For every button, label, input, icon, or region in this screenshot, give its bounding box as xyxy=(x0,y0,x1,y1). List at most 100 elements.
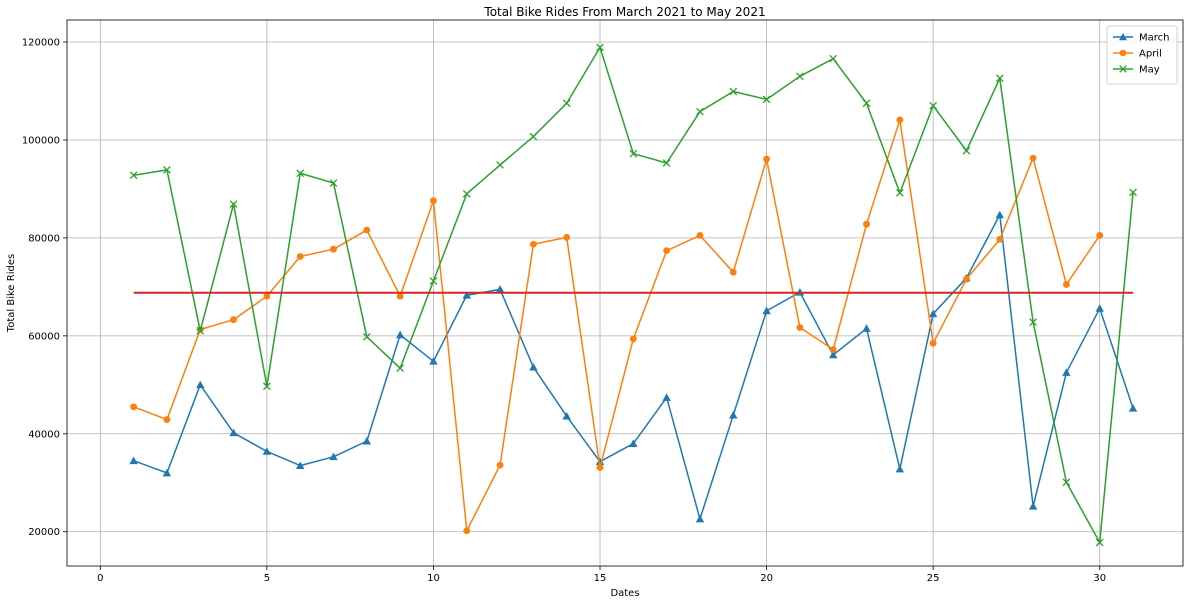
data-point-march xyxy=(196,380,205,389)
y-axis-label: Total Bike Rides xyxy=(6,254,17,333)
data-point-may xyxy=(696,107,704,116)
y-tick-label: 60000 xyxy=(28,331,60,342)
data-point-may xyxy=(962,146,971,155)
data-point-april xyxy=(829,346,837,353)
data-point-may xyxy=(1062,478,1071,487)
data-point-march xyxy=(129,456,138,465)
data-point-april xyxy=(796,324,804,331)
legend-label-april: April xyxy=(1139,49,1162,60)
data-point-april xyxy=(496,461,504,469)
data-point-april xyxy=(596,464,604,471)
y-tick-label: 120000 xyxy=(22,38,60,49)
data-point-april xyxy=(629,335,637,343)
data-point-april xyxy=(1063,281,1070,288)
x-axis-label: Dates xyxy=(610,588,639,599)
data-point-april xyxy=(230,316,237,324)
data-point-april xyxy=(663,247,671,255)
data-point-march xyxy=(562,411,571,420)
data-point-may xyxy=(329,179,338,187)
y-tick-label: 100000 xyxy=(22,135,60,146)
data-point-march xyxy=(662,393,671,401)
data-point-may xyxy=(895,188,904,197)
legend: March April May xyxy=(1106,25,1178,85)
data-point-march xyxy=(1128,404,1138,412)
data-point-may xyxy=(1029,318,1037,326)
data-point-may xyxy=(729,87,738,96)
data-point-april xyxy=(763,155,770,163)
data-point-april xyxy=(929,339,937,347)
legend-label-march: March xyxy=(1139,33,1169,44)
data-point-april xyxy=(163,416,171,423)
data-point-march xyxy=(362,436,372,445)
data-point-may xyxy=(196,327,205,335)
data-point-may xyxy=(129,171,138,180)
data-point-march xyxy=(429,357,438,365)
data-point-may xyxy=(596,43,604,52)
data-point-april xyxy=(130,403,138,411)
data-point-march xyxy=(295,461,305,469)
data-point-april xyxy=(696,232,704,239)
data-point-april xyxy=(263,292,271,300)
data-point-march xyxy=(928,309,938,318)
data-point-april xyxy=(396,292,404,300)
data-point-march xyxy=(262,447,272,455)
data-point-april xyxy=(996,235,1004,243)
data-point-may xyxy=(163,165,171,174)
data-point-march xyxy=(495,285,505,293)
data-point-march xyxy=(229,428,238,437)
x-tick-label: 15 xyxy=(594,573,607,584)
data-point-may xyxy=(1129,188,1137,197)
data-point-april xyxy=(529,240,537,248)
data-point-may xyxy=(462,189,471,198)
y-tick-label: 80000 xyxy=(28,233,60,244)
data-point-april xyxy=(463,527,471,535)
data-point-march xyxy=(862,324,871,332)
legend-marker-march xyxy=(1119,33,1127,41)
data-point-may xyxy=(862,99,871,108)
data-point-march xyxy=(1095,304,1104,312)
series-may xyxy=(129,43,1137,547)
data-point-march xyxy=(162,468,172,477)
data-point-may xyxy=(829,54,838,63)
data-point-may xyxy=(429,277,438,285)
data-point-march xyxy=(529,362,538,371)
data-point-april xyxy=(963,275,970,283)
data-point-may xyxy=(796,72,804,81)
data-point-march xyxy=(329,452,338,461)
data-point-march xyxy=(895,464,905,473)
data-point-april xyxy=(363,226,371,234)
data-point-march xyxy=(395,330,405,339)
data-point-april xyxy=(563,234,571,241)
series-line-april xyxy=(133,119,1101,532)
series-line-may xyxy=(133,46,1134,544)
data-point-march xyxy=(1062,368,1071,376)
x-tick-label: 10 xyxy=(427,573,440,584)
legend-label-may: May xyxy=(1139,65,1160,76)
data-point-april xyxy=(330,245,337,253)
data-point-april xyxy=(430,197,437,205)
data-point-may xyxy=(629,149,638,158)
data-point-march xyxy=(995,210,1004,219)
data-point-march xyxy=(695,514,705,523)
x-tick-label: 25 xyxy=(927,573,940,584)
plot-frame xyxy=(66,19,1184,567)
data-point-may xyxy=(396,364,404,373)
data-point-may xyxy=(762,95,771,104)
x-tick-label: 30 xyxy=(1093,573,1106,584)
data-point-may xyxy=(496,161,504,169)
data-point-may xyxy=(229,200,238,208)
x-tick-label: 5 xyxy=(264,573,270,584)
data-point-may xyxy=(562,99,571,108)
data-point-may xyxy=(296,169,305,178)
y-tick-label: 20000 xyxy=(28,527,60,538)
data-point-march xyxy=(829,350,838,359)
data-point-may xyxy=(529,132,538,141)
y-tick-label: 40000 xyxy=(28,429,60,440)
data-point-march xyxy=(595,457,605,466)
series-line-march xyxy=(133,214,1134,520)
data-point-may xyxy=(263,382,271,391)
data-point-may xyxy=(662,159,671,167)
x-tick-label: 20 xyxy=(760,573,773,584)
